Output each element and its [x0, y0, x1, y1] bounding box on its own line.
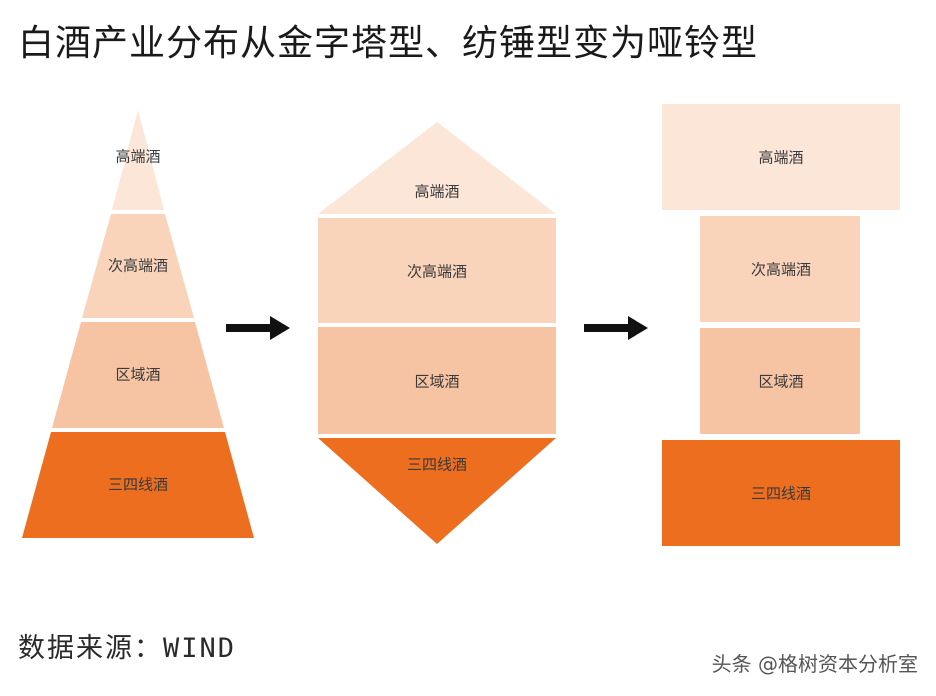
pyramid-label-bottom: 三四线酒	[108, 476, 168, 494]
pyramid-label-top: 高端酒	[115, 148, 160, 166]
spindle-label-bottom: 三四线酒	[407, 456, 467, 474]
spindle-tier-third	[318, 327, 556, 434]
spindle-shape: 高端酒 次高端酒 区域酒 三四线酒	[318, 122, 556, 544]
spindle-tier-second	[318, 218, 556, 323]
dumbbell-tier-bottom	[662, 440, 900, 546]
arrow-right-icon	[226, 316, 290, 340]
pyramid-tier-third	[52, 322, 224, 428]
dumbbell-label-third: 区域酒	[758, 373, 803, 391]
pyramid-shape: 高端酒 次高端酒 区域酒 三四线酒	[22, 110, 254, 538]
pyramid-label-second: 次高端酒	[108, 257, 168, 275]
data-source: 数据来源：WIND	[18, 633, 237, 664]
pyramid-tier-top	[112, 110, 164, 210]
spindle-tier-top	[318, 122, 556, 214]
dumbbell-tier-third	[700, 328, 860, 434]
dumbbell-tier-second	[700, 216, 860, 322]
spindle-label-second: 次高端酒	[407, 263, 467, 281]
watermark: 头条 @格树资本分析室	[711, 652, 918, 676]
spindle-label-third: 区域酒	[414, 373, 459, 391]
dumbbell-shape: 高端酒 次高端酒 区域酒 三四线酒	[662, 104, 900, 546]
dumbbell-label-top: 高端酒	[758, 149, 803, 167]
pyramid-tier-bottom	[22, 432, 254, 538]
pyramid-label-third: 区域酒	[115, 366, 160, 384]
page-title: 白酒产业分布从金字塔型、纺锤型变为哑铃型	[18, 23, 759, 64]
dumbbell-label-bottom: 三四线酒	[751, 485, 811, 503]
arrow-right-icon	[584, 316, 648, 340]
spindle-tier-bottom	[318, 438, 556, 544]
pyramid-tier-second	[82, 214, 194, 318]
dumbbell-tier-top	[662, 104, 900, 210]
spindle-label-top: 高端酒	[414, 183, 459, 201]
dumbbell-label-second: 次高端酒	[751, 261, 811, 279]
